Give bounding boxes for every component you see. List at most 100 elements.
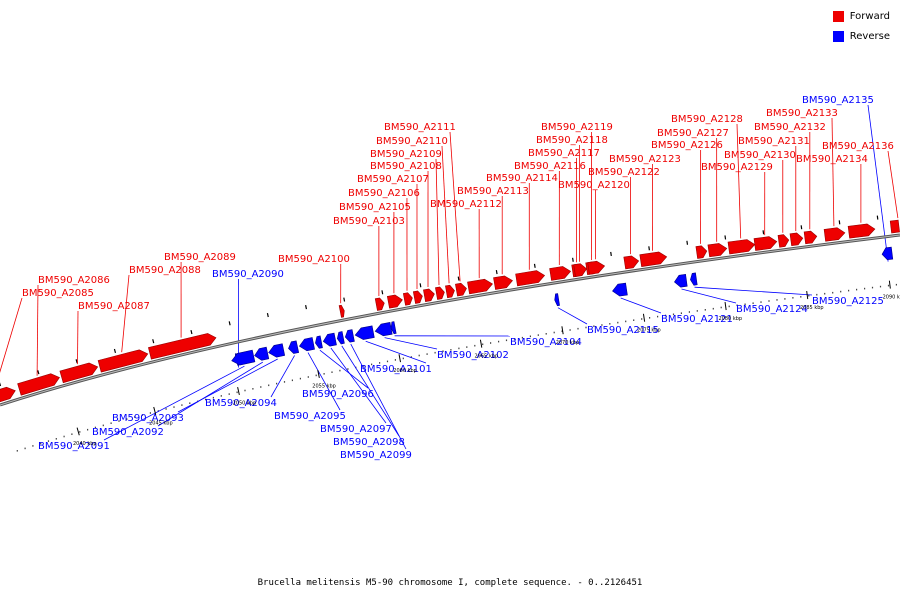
gene-arrow-BM590_A2116[interactable] — [549, 266, 572, 281]
gene-label-BM590_A2115[interactable]: BM590_A2115 — [587, 325, 659, 336]
gene-label-BM590_A2130[interactable]: BM590_A2130 — [724, 150, 796, 161]
gene-label-BM590_A2097[interactable]: BM590_A2097 — [320, 424, 392, 435]
gene-arrow-BM590_A2094[interactable] — [288, 340, 300, 354]
gene-arrow-BM590_A2102[interactable] — [374, 322, 393, 337]
gene-label-BM590_A2105[interactable]: BM590_A2105 — [339, 202, 411, 213]
gene-arrow-BM590_A2105[interactable] — [386, 294, 403, 309]
gene-label-BM590_A2122[interactable]: BM590_A2122 — [588, 167, 660, 178]
gene-arrow-BM590_A2087[interactable] — [59, 362, 99, 384]
gene-label-BM590_A2131[interactable]: BM590_A2131 — [738, 136, 810, 147]
gene-label-BM590_A2095[interactable]: BM590_A2095 — [274, 411, 346, 422]
gene-label-BM590_A2126[interactable]: BM590_A2126 — [651, 140, 723, 151]
gene-label-BM590_A2089[interactable]: BM590_A2089 — [164, 252, 236, 263]
gene-arrow-BM590_A2096[interactable] — [315, 335, 323, 349]
gene-label-BM590_A2087[interactable]: BM590_A2087 — [78, 301, 150, 312]
gene-arrow-BM590_A2125[interactable] — [690, 272, 698, 286]
gene-label-BM590_A2111[interactable]: BM590_A2111 — [384, 122, 456, 133]
gene-label-BM590_A2099[interactable]: BM590_A2099 — [340, 450, 412, 461]
gene-label-BM590_A2091[interactable]: BM590_A2091 — [38, 441, 110, 452]
gene-arrow-BM590_A2088[interactable] — [97, 349, 149, 373]
gene-label-BM590_A2101[interactable]: BM590_A2101 — [360, 364, 432, 375]
gene-label-BM590_A2108[interactable]: BM590_A2108 — [370, 161, 442, 172]
gene-arrow-BM590_A2124[interactable] — [673, 273, 688, 288]
gene-label-BM590_A2092[interactable]: BM590_A2092 — [92, 427, 164, 438]
gene-arrow-BM590_A2110[interactable] — [445, 284, 455, 299]
gene-label-BM590_A2117[interactable]: BM590_A2117 — [528, 148, 600, 159]
gene-arrow-BM590_A2123[interactable] — [639, 251, 668, 267]
gene-arrow-BM590_A2127[interactable] — [707, 243, 728, 258]
gene-arrow-BM590_A2097[interactable] — [322, 332, 337, 347]
gene-arrow-BM590_A2136[interactable] — [889, 219, 900, 234]
gene-arrow-BM590_A2103[interactable] — [374, 297, 385, 311]
gene-arrow-BM590_A2113[interactable] — [493, 275, 513, 290]
gene-arrow-BM590_A2133[interactable] — [823, 227, 846, 242]
gene-label-BM590_A2090[interactable]: BM590_A2090 — [212, 269, 284, 280]
gene-arrow-BM590_A2121[interactable] — [612, 282, 628, 297]
gene-label-BM590_A2110[interactable]: BM590_A2110 — [376, 136, 448, 147]
gene-label-BM590_A2093[interactable]: BM590_A2093 — [112, 413, 184, 424]
gene-arrow-BM590_A2086[interactable] — [17, 373, 60, 396]
gene-arrow-BM590_A2132[interactable] — [803, 230, 818, 245]
gene-arrow-BM590_A2120[interactable] — [587, 260, 606, 275]
gene-label-BM590_A2121[interactable]: BM590_A2121 — [661, 314, 733, 325]
gene-arrow-BM590_A2126[interactable] — [695, 245, 708, 259]
gene-arrow-BM590_A2107[interactable] — [412, 290, 423, 304]
gene-label-BM590_A2116[interactable]: BM590_A2116 — [514, 161, 586, 172]
gene-arrow-BM590_A2128[interactable] — [727, 239, 756, 255]
gene-label-BM590_A2132[interactable]: BM590_A2132 — [754, 122, 826, 133]
gene-label-BM590_A2125[interactable]: BM590_A2125 — [812, 296, 884, 307]
gene-arrow-BM590_A2134[interactable] — [847, 223, 876, 239]
gene-label-BM590_A2128[interactable]: BM590_A2128 — [671, 114, 743, 125]
gene-label-BM590_A2120[interactable]: BM590_A2120 — [558, 180, 630, 191]
gene-label-BM590_A2127[interactable]: BM590_A2127 — [657, 128, 729, 139]
gene-label-BM590_A2100[interactable]: BM590_A2100 — [278, 254, 350, 265]
gene-arrow-BM590_A2111[interactable] — [455, 282, 467, 297]
gene-arrow-BM590_A2109[interactable] — [435, 286, 445, 300]
gene-arrow-BM590_A2131[interactable] — [789, 232, 804, 247]
gene-arrow-BM590_A2106[interactable] — [402, 292, 413, 306]
gene-arrow-BM590_A2122[interactable] — [623, 255, 640, 270]
gene-label-BM590_A2112[interactable]: BM590_A2112 — [430, 199, 502, 210]
gene-label-BM590_A2136[interactable]: BM590_A2136 — [822, 141, 894, 152]
gene-arrow-BM590_A2101[interactable] — [354, 325, 375, 340]
gene-label-BM590_A2104[interactable]: BM590_A2104 — [510, 337, 582, 348]
gene-arrow-BM590_A2135[interactable] — [881, 246, 894, 261]
gene-arrow-BM590_A2104[interactable] — [390, 321, 397, 335]
gene-label-BM590_A2107[interactable]: BM590_A2107 — [357, 174, 429, 185]
gene-arrow-BM590_A2118[interactable] — [573, 263, 588, 277]
gene-label-BM590_A2098[interactable]: BM590_A2098 — [333, 437, 405, 448]
gene-arrow-BM590_A2089[interactable] — [148, 333, 217, 360]
gene-arrow-BM590_A2099[interactable] — [344, 329, 355, 343]
gene-arrow-BM590_A2108[interactable] — [423, 288, 435, 303]
gene-label-BM590_A2102[interactable]: BM590_A2102 — [437, 350, 509, 361]
gene-arrow-BM590_A2129[interactable] — [753, 236, 778, 251]
gene-label-BM590_A2133[interactable]: BM590_A2133 — [766, 108, 838, 119]
gene-label-BM590_A2113[interactable]: BM590_A2113 — [457, 186, 529, 197]
gene-arrow-BM590_A2130[interactable] — [777, 234, 790, 248]
gene-arrow-BM590_A2114[interactable] — [515, 270, 546, 287]
gene-label-BM590_A2085[interactable]: BM590_A2085 — [22, 288, 94, 299]
gene-arrow-BM590_A2100[interactable] — [338, 304, 345, 318]
gene-label-BM590_A2134[interactable]: BM590_A2134 — [796, 154, 868, 165]
gene-label-BM590_A2119[interactable]: BM590_A2119 — [541, 122, 613, 133]
gene-arrow-BM590_A2093[interactable] — [268, 343, 286, 358]
gene-label-BM590_A2103[interactable]: BM590_A2103 — [333, 216, 405, 227]
gene-arrow-BM590_A2085[interactable] — [0, 386, 16, 403]
gene-label-BM590_A2129[interactable]: BM590_A2129 — [701, 162, 773, 173]
gene-label-BM590_A2106[interactable]: BM590_A2106 — [348, 188, 420, 199]
gene-label-BM590_A2123[interactable]: BM590_A2123 — [609, 154, 681, 165]
gene-label-BM590_A2124[interactable]: BM590_A2124 — [736, 304, 808, 315]
gene-arrow-BM590_A2098[interactable] — [336, 331, 345, 345]
gene-label-BM590_A2088[interactable]: BM590_A2088 — [129, 265, 201, 276]
gene-label-BM590_A2135[interactable]: BM590_A2135 — [802, 95, 874, 106]
gene-label-BM590_A2086[interactable]: BM590_A2086 — [38, 275, 110, 286]
gene-label-BM590_A2096[interactable]: BM590_A2096 — [302, 389, 374, 400]
gene-label-BM590_A2114[interactable]: BM590_A2114 — [486, 173, 558, 184]
gene-label-BM590_A2118[interactable]: BM590_A2118 — [536, 135, 608, 146]
gene-arrow-BM590_A2092[interactable] — [254, 346, 270, 361]
gene-label-BM590_A2094[interactable]: BM590_A2094 — [205, 398, 277, 409]
gene-arrow-BM590_A2112[interactable] — [467, 278, 493, 295]
gene-arrow-BM590_A2095[interactable] — [298, 337, 315, 352]
gene-arrow-BM590_A2115[interactable] — [554, 293, 560, 307]
gene-arrow-BM590_A2091[interactable] — [231, 349, 256, 366]
